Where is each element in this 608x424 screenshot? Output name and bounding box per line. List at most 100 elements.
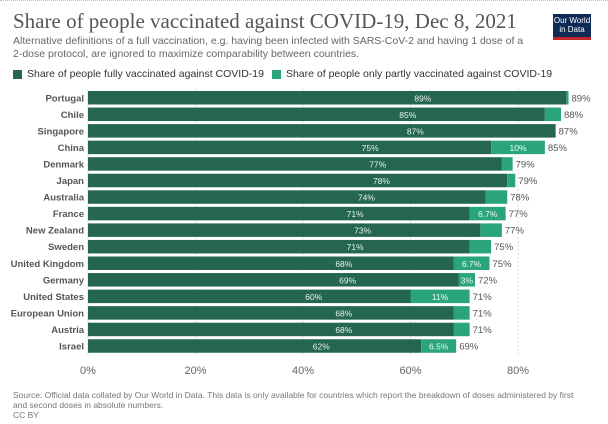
total-label: 71% xyxy=(473,308,493,319)
chart-title: Share of people vaccinated against COVID… xyxy=(13,9,517,33)
chart-subtitle: Alternative definitions of a full vaccin… xyxy=(13,35,524,60)
bar-chart: 0% 20% 40% 60% 80% Portugal 89% 89% Chile 85% 88% S… xyxy=(11,89,592,377)
category-label: Singapore xyxy=(38,126,84,137)
legend-label-full: Share of people fully vaccinated against… xyxy=(27,68,264,80)
total-label: 69% xyxy=(459,342,479,353)
bar-partly-vaccinated xyxy=(469,239,492,254)
bar-partly-vaccinated xyxy=(566,91,569,105)
total-label: 79% xyxy=(518,176,538,187)
x-tick-label: 60% xyxy=(399,365,421,377)
bar-fully-vaccinated xyxy=(88,157,502,171)
total-label: 75% xyxy=(494,242,514,253)
bar-fully-vaccinated xyxy=(88,322,454,337)
bar-fully-vaccinated xyxy=(88,107,545,122)
data-label-full: 89% xyxy=(414,93,431,103)
bar-fully-vaccinated xyxy=(88,239,470,254)
category-label: Israel xyxy=(59,342,84,353)
data-label-full: 62% xyxy=(313,342,330,352)
total-label: 77% xyxy=(505,226,525,237)
data-label-partial: 6.7% xyxy=(478,209,498,219)
bar-fully-vaccinated xyxy=(88,91,567,105)
bar-fully-vaccinated xyxy=(88,206,470,221)
bar-partly-vaccinated xyxy=(453,306,470,320)
category-label: United Kingdom xyxy=(11,259,84,270)
bar-fully-vaccinated xyxy=(88,223,481,237)
data-label-full: 68% xyxy=(335,308,352,318)
bar-partly-vaccinated xyxy=(453,256,490,270)
legend-swatch-partial xyxy=(271,69,281,79)
bar-partly-vaccinated xyxy=(453,322,470,337)
data-label-full: 77% xyxy=(369,159,386,169)
bar-partly-vaccinated xyxy=(480,223,502,237)
x-tick-label: 80% xyxy=(507,365,529,377)
category-label: Germany xyxy=(43,275,85,286)
bar-partly-vaccinated xyxy=(501,157,513,171)
category-label: European Union xyxy=(11,308,85,319)
category-label: Denmark xyxy=(43,159,84,170)
bar-partly-vaccinated xyxy=(491,140,545,155)
bar-fully-vaccinated xyxy=(88,339,422,353)
bar-fully-vaccinated xyxy=(88,190,486,204)
bar-partly-vaccinated xyxy=(544,107,561,122)
bar-fully-vaccinated xyxy=(88,140,492,155)
data-label-full: 69% xyxy=(339,275,356,285)
data-label-full: 73% xyxy=(354,226,371,236)
category-label: Japan xyxy=(57,176,85,187)
data-label-partial: 6.5% xyxy=(429,342,449,352)
data-label-full: 85% xyxy=(399,110,416,120)
source-note: Source: Official data collated by Our Wo… xyxy=(13,390,574,410)
category-label: New Zealand xyxy=(26,226,84,237)
category-label: Sweden xyxy=(48,242,84,253)
total-label: 72% xyxy=(478,275,498,286)
legend-item-full[interactable]: Share of people fully vaccinated against… xyxy=(13,68,264,80)
bar-fully-vaccinated xyxy=(88,173,508,188)
total-label: 77% xyxy=(509,209,529,220)
total-label: 78% xyxy=(510,193,530,204)
x-tick-label: 40% xyxy=(292,365,314,377)
bar-fully-vaccinated xyxy=(88,124,556,138)
category-label: Chile xyxy=(61,110,84,121)
bar-partly-vaccinated xyxy=(410,289,470,304)
total-label: 87% xyxy=(559,126,579,137)
bar-partly-vaccinated xyxy=(485,190,508,204)
data-label-full: 68% xyxy=(335,325,352,335)
data-label-full: 75% xyxy=(362,143,379,153)
data-label-full: 60% xyxy=(305,292,322,302)
bar-partly-vaccinated xyxy=(507,173,516,188)
owid-logo[interactable]: Our World in Data xyxy=(553,14,591,40)
category-label: United States xyxy=(23,292,84,303)
top-border xyxy=(0,0,608,1)
legend-item-partial[interactable]: Share of people only partly vaccinated a… xyxy=(271,68,552,80)
x-tick-label: 0% xyxy=(80,365,96,377)
category-label: Austria xyxy=(51,325,84,336)
logo-line-2: in Data xyxy=(559,25,585,34)
data-label-full: 68% xyxy=(335,259,352,269)
license: CC BY xyxy=(13,410,39,420)
data-label-partial: 11% xyxy=(432,292,449,302)
total-label: 89% xyxy=(572,93,592,104)
data-label-full: 87% xyxy=(407,126,424,136)
bar-fully-vaccinated xyxy=(88,273,459,287)
legend-swatch-full xyxy=(13,69,22,79)
bar-fully-vaccinated xyxy=(88,256,454,270)
total-label: 79% xyxy=(516,159,536,170)
total-label: 71% xyxy=(473,325,493,336)
total-label: 85% xyxy=(548,143,568,154)
category-label: Portugal xyxy=(45,93,84,104)
data-label-partial: 10% xyxy=(509,143,526,153)
data-label-full: 71% xyxy=(347,209,364,219)
x-tick-label: 20% xyxy=(184,365,206,377)
bar-partly-vaccinated xyxy=(469,206,506,221)
data-label-partial: 6.7% xyxy=(462,259,482,269)
bar-fully-vaccinated xyxy=(88,289,411,304)
footer: Source: Official data collated by Our Wo… xyxy=(13,390,583,420)
logo-line-1: Our World xyxy=(553,16,591,25)
category-label: France xyxy=(53,209,84,220)
category-label: Australia xyxy=(43,193,84,204)
legend: Share of people fully vaccinated against… xyxy=(13,68,560,80)
total-label: 71% xyxy=(473,292,493,303)
bar-partly-vaccinated xyxy=(458,273,475,287)
bar-fully-vaccinated xyxy=(88,306,454,320)
data-label-partial: 3% xyxy=(461,275,474,285)
category-label: China xyxy=(58,143,85,154)
